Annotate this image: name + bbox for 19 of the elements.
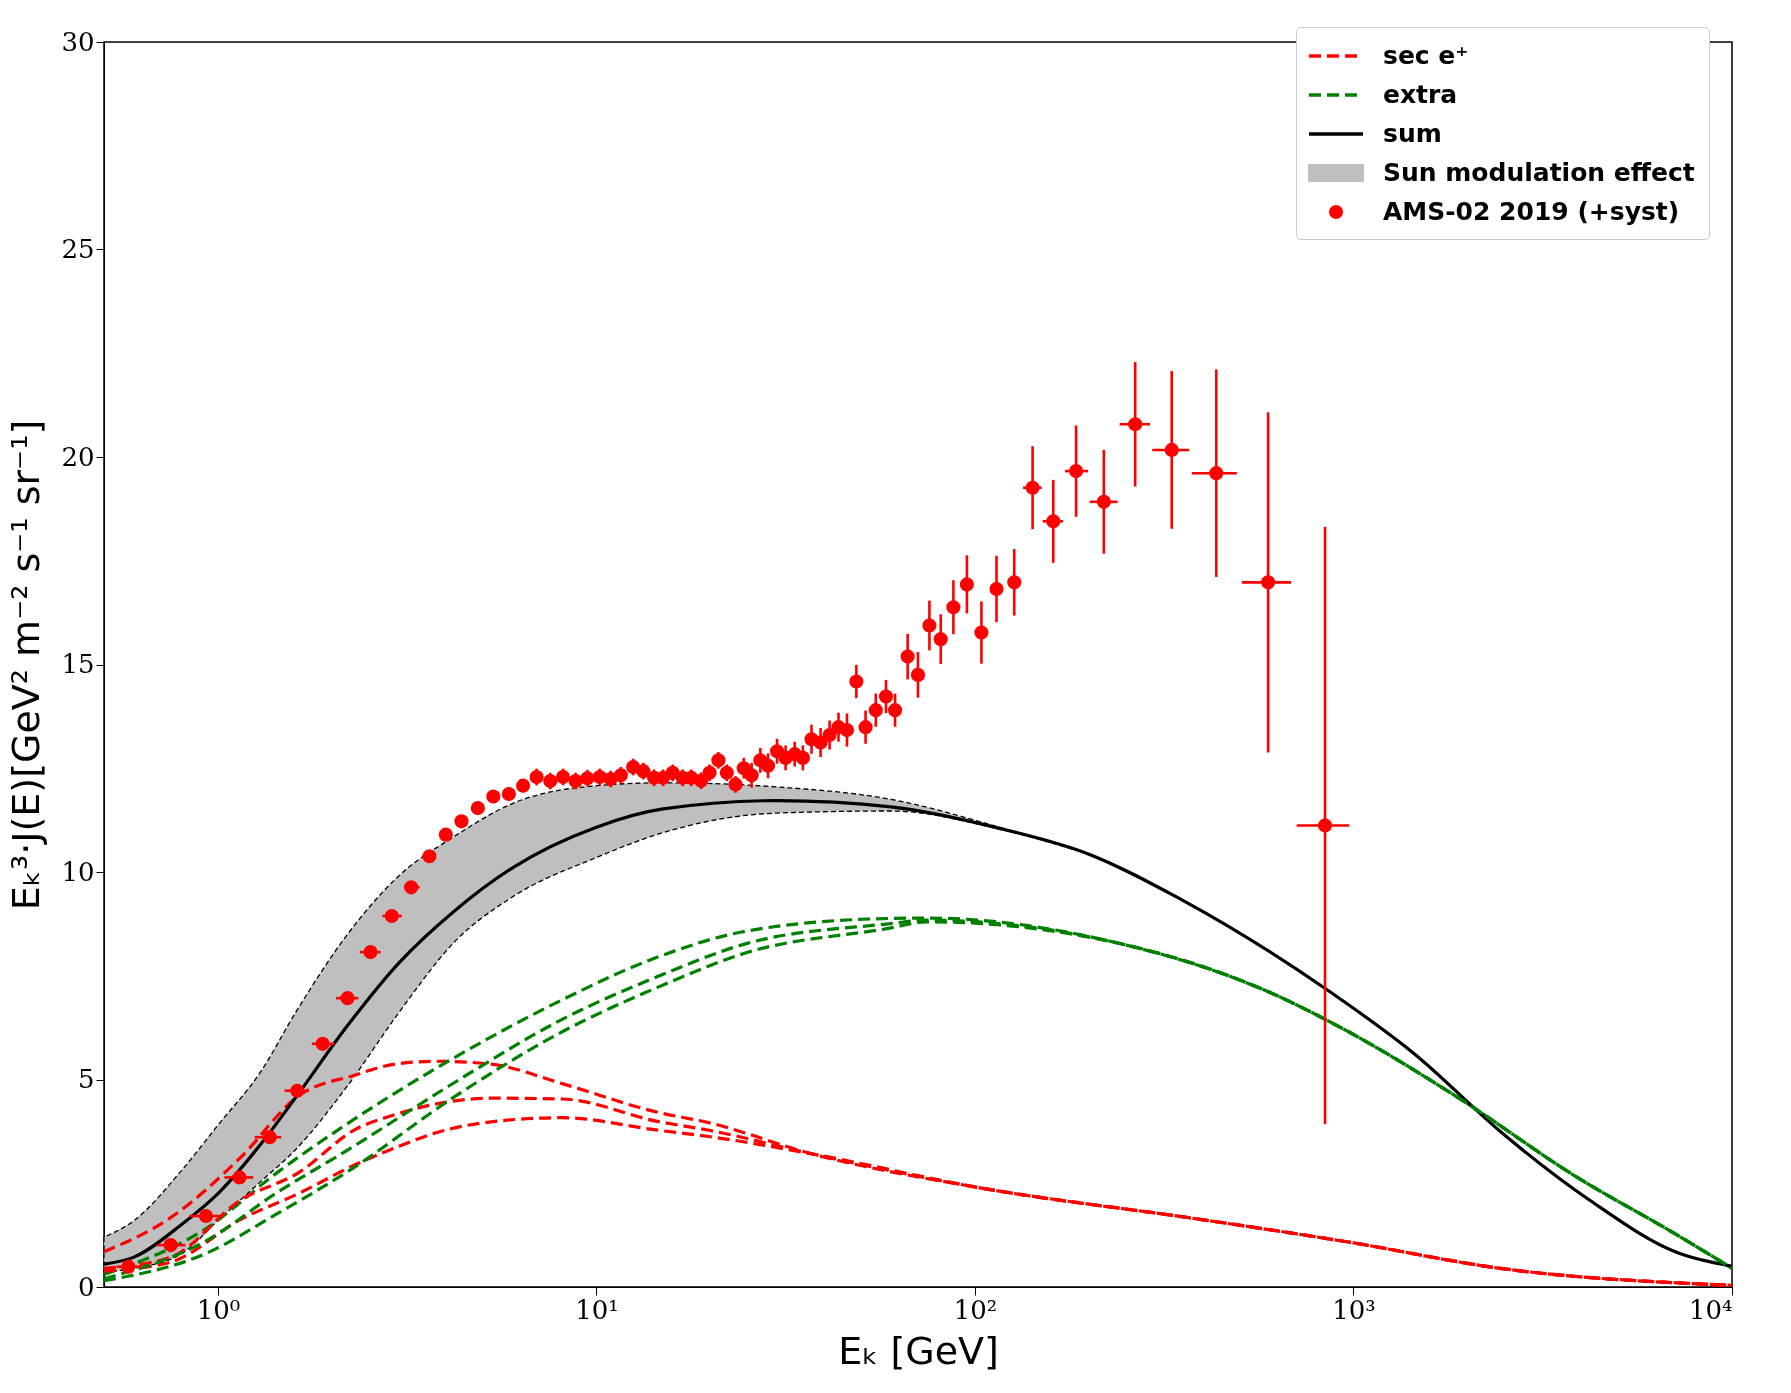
- x-axis-title: Eₖ [GeV]: [838, 1328, 999, 1373]
- x-tick-label: 10²: [953, 1294, 998, 1325]
- x-tick-label: 10⁴: [1688, 1294, 1733, 1325]
- legend-label: Sun modulation effect: [1383, 158, 1695, 187]
- y-tick-label: 10: [61, 856, 95, 887]
- y-tick-label: 5: [77, 1064, 95, 1094]
- legend-label: AMS-02 2019 (+syst): [1383, 197, 1680, 226]
- x-tick-label: 10⁰: [196, 1294, 241, 1325]
- y-tick-label: 25: [61, 234, 95, 264]
- y-tick-label: 30: [61, 26, 95, 57]
- x-tick-label: 10¹: [575, 1294, 619, 1325]
- x-tick-label: 10³: [1332, 1294, 1376, 1325]
- y-axis-title: Eₖ³·J(E)[GeV² m⁻² s⁻¹ sr⁻¹]: [4, 419, 49, 911]
- legend-label: sum: [1383, 119, 1442, 148]
- legend-label: extra: [1383, 80, 1458, 109]
- legend-label: sec e⁺: [1383, 41, 1469, 70]
- y-tick-label: 0: [77, 1271, 95, 1302]
- y-tick-label: 15: [61, 649, 95, 679]
- y-tick-label: 20: [61, 441, 95, 472]
